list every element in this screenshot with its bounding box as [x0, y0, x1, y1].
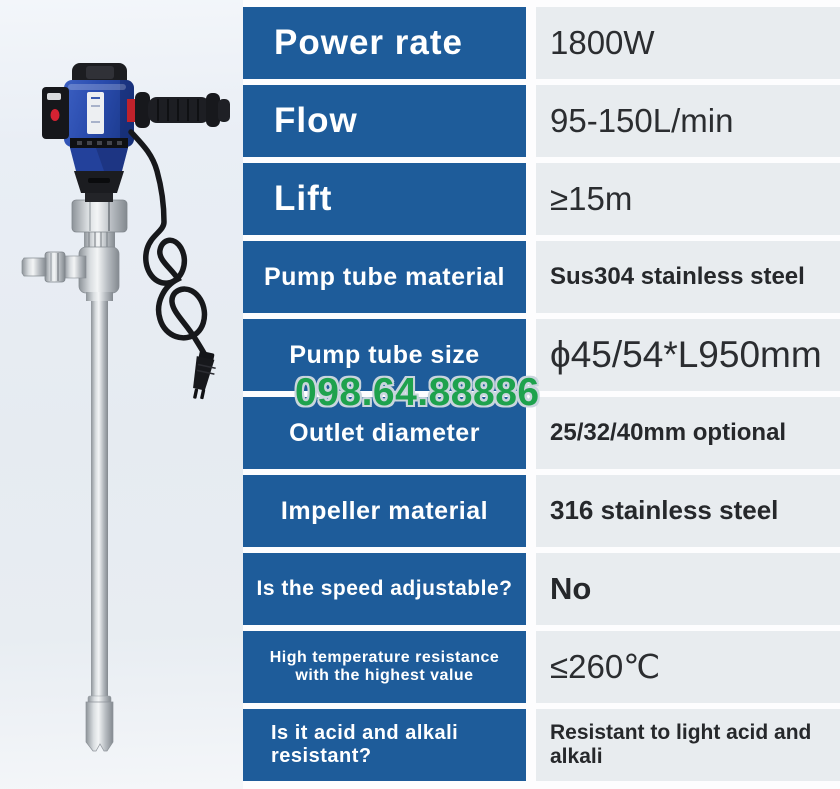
motor-label [87, 92, 104, 134]
power-button [50, 109, 60, 121]
switch-box [42, 87, 69, 139]
drum-pump-illustration [21, 63, 230, 752]
spec-row: Pump tube size ϕ45/54*L950mm [243, 319, 840, 391]
outlet-tee [21, 230, 120, 301]
spec-value: 95-150L/min [536, 85, 840, 157]
spec-row: Lift ≥15m [243, 163, 840, 235]
spec-label: Is the speed adjustable? [243, 553, 526, 625]
spec-label: High temperature resistance with the hig… [243, 631, 526, 703]
spec-row: Impeller material 316 stainless steel [243, 475, 840, 547]
spec-label: Is it acid and alkali resistant? [243, 709, 526, 781]
spec-table: Power rate 1800W Flow 95-150L/min Lift ≥15m Pu… [243, 0, 840, 789]
spec-row: Outlet diameter 25/32/40mm optional [243, 397, 840, 469]
spec-value: 316 stainless steel [536, 475, 840, 547]
watermark-phone-number: 098.64.88886 [295, 371, 540, 414]
spec-row: Power rate 1800W [243, 7, 840, 79]
outlet-nozzle [21, 257, 47, 277]
product-photo-panel [0, 0, 243, 789]
spec-label: Pump tube material [243, 241, 526, 313]
spec-label: Power rate [243, 7, 526, 79]
spec-label: Pump tube size [243, 319, 526, 391]
outlet-nut [44, 251, 66, 283]
spec-row: Pump tube material Sus304 stainless steel [243, 241, 840, 313]
spec-row: High temperature resistance with the hig… [243, 631, 840, 703]
coupling-nut [71, 199, 128, 233]
spec-label: Outlet diameter [243, 397, 526, 469]
motor-head [42, 63, 230, 202]
spec-value: No [536, 553, 840, 625]
side-handle [127, 92, 230, 128]
pump-tube-foot [85, 701, 114, 752]
spec-value: ≥15m [536, 163, 840, 235]
spec-value: ϕ45/54*L950mm [536, 319, 840, 391]
spec-row: Is the speed adjustable? No [243, 553, 840, 625]
spec-value: Sus304 stainless steel [536, 241, 840, 313]
spec-value: 1800W [536, 7, 840, 79]
spec-label: Flow [243, 85, 526, 157]
power-plug [193, 351, 216, 400]
vent-band [70, 138, 128, 148]
pump-tube [85, 284, 114, 752]
power-cord [128, 129, 216, 400]
spec-value: Resistant to light acid and alkali [536, 709, 840, 781]
spec-value: ≤260℃ [536, 631, 840, 703]
spec-label: Impeller material [243, 475, 526, 547]
spec-value: 25/32/40mm optional [536, 397, 840, 469]
spec-label: Lift [243, 163, 526, 235]
spec-row: Is it acid and alkali resistant? Resistan… [243, 709, 840, 781]
spec-row: Flow 95-150L/min [243, 85, 840, 157]
